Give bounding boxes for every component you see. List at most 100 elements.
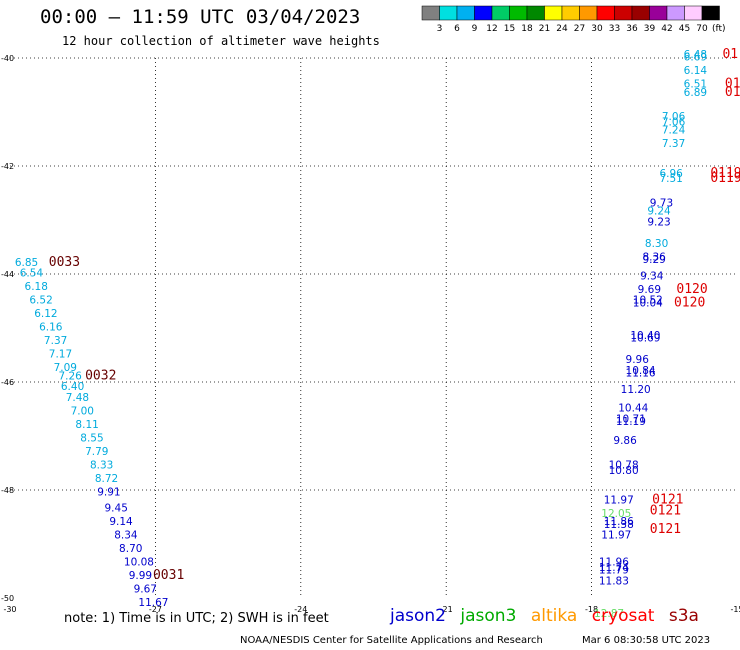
data-point-label: 10.84 (626, 365, 656, 377)
data-point-label: 7.00 (71, 405, 94, 417)
satellite-legend: jason2 jason3 altika cryosat s3a (390, 606, 708, 626)
data-point-label: 11.16 (626, 368, 656, 380)
data-point-label: 6.14 (684, 65, 708, 77)
data-point-label: 7.17 (49, 349, 72, 361)
data-point-label: 11.83 (599, 576, 629, 588)
time-annotation: 01 (722, 47, 738, 62)
data-point-label: 8.30 (645, 238, 668, 250)
data-point-label: 11.20 (621, 384, 651, 396)
y-tick-label: -50 (1, 594, 14, 603)
data-point-label: 6.69 (684, 52, 707, 64)
y-tick-label: -42 (1, 162, 14, 171)
units-note: note: 1) Time is in UTC; 2) SWH is in fe… (64, 611, 329, 626)
data-point-label: 7.26 (58, 370, 82, 382)
data-point-label: 9.23 (647, 216, 670, 228)
data-point-label: 9.34 (640, 270, 664, 282)
x-tick-label: -15 (730, 605, 740, 614)
data-point-label: 9.86 (613, 435, 637, 447)
time-annotation: 0031 (153, 568, 184, 583)
data-point-label: 9.91 (97, 486, 120, 498)
data-point-label: 7.51 (659, 173, 682, 185)
data-point-label: 11.79 (599, 565, 629, 577)
data-point-label: 7.06 (662, 117, 686, 129)
data-point-label: 10.52 (633, 295, 663, 307)
data-point-label: 8.34 (114, 530, 138, 542)
legend-altika: altika (530, 606, 578, 626)
data-point-label: 8.11 (75, 419, 98, 431)
data-point-label: 7.48 (66, 392, 89, 404)
data-point-label: 7.79 (85, 446, 108, 458)
data-point-label: 10.40 (630, 330, 660, 342)
legend-jason2: jason2 (390, 606, 446, 626)
data-point-label: 8.72 (95, 473, 118, 485)
data-point-label: 10.78 (609, 459, 639, 471)
time-annotation: 0033 (49, 255, 80, 270)
data-point-label: 11.97 (604, 495, 634, 507)
time-annotation: 01 (725, 85, 740, 100)
data-point-label: 6.16 (39, 322, 63, 334)
data-point-label: 9.96 (626, 354, 650, 366)
data-point-label: 10.44 (618, 403, 648, 415)
data-point-label: 6.96 (659, 168, 683, 180)
data-point-label: 7.24 (662, 125, 686, 137)
data-point-label: 6.54 (20, 268, 44, 280)
data-point-label: 8.70 (119, 543, 142, 555)
x-tick-label: -21 (440, 605, 453, 614)
data-point-label: 8.55 (80, 432, 103, 444)
data-point-label: 11.96 (599, 557, 629, 569)
data-point-label: 11.74 (599, 562, 629, 574)
data-point-label: 9.45 (105, 503, 128, 515)
chart-title: 00:00 – 11:59 UTC 03/04/2023 (40, 6, 361, 28)
data-point-label: 12.05 (601, 508, 631, 520)
data-point-label: 10.71 (616, 414, 646, 426)
y-tick-label: -46 (1, 378, 14, 387)
y-tick-label: -40 (1, 54, 14, 63)
legend-jason3: jason3 (460, 606, 517, 626)
time-annotation: 0120 (674, 295, 705, 310)
data-point-label: 7.09 (54, 362, 77, 374)
time-annotation: 0121 (650, 522, 681, 537)
x-tick-label: -27 (149, 605, 162, 614)
data-point-label: 10.80 (609, 465, 639, 477)
data-point-label: 6.48 (684, 49, 707, 61)
legend-s3a: s3a (668, 606, 699, 626)
y-tick-label: -48 (1, 486, 14, 495)
data-point-label: 8.36 (642, 252, 666, 264)
data-point-label: 8.33 (90, 459, 113, 471)
y-tick-label: -44 (1, 270, 14, 279)
data-point-label: 6.18 (25, 281, 48, 293)
x-tick-label: -24 (294, 605, 307, 614)
data-point-label: 6.89 (684, 87, 707, 99)
data-point-label: 9.67 (134, 584, 157, 596)
time-annotation: 0121 (652, 493, 683, 508)
data-point-label: 6.40 (61, 381, 84, 393)
data-point-label: 12.87 (594, 608, 624, 620)
data-point-label: 9.99 (129, 570, 152, 582)
data-point-label: 11.19 (616, 416, 646, 428)
data-point-label: 11.38 (604, 519, 634, 531)
data-point-label: 9.24 (647, 206, 671, 218)
data-point-label: 7.06 (662, 111, 686, 123)
x-tick-label: -30 (3, 605, 16, 614)
legend-cryosat: cryosat (591, 606, 655, 626)
data-point-label: 7.37 (662, 138, 685, 150)
data-point-label: 6.85 (15, 257, 38, 269)
data-point-label: 9.29 (642, 254, 665, 266)
time-annotation: 0120 (676, 282, 707, 297)
data-point-label: 7.37 (44, 335, 67, 347)
data-point-label: 6.51 (684, 79, 707, 91)
data-point-label: 9.69 (638, 284, 661, 296)
footer-timestamp: Mar 6 08:30:58 UTC 2023 (582, 635, 711, 646)
data-point-label: 11.67 (138, 597, 168, 609)
x-tick-label: -18 (585, 605, 598, 614)
time-annotation: 01 (725, 77, 740, 92)
data-point-label: 10.04 (633, 297, 663, 309)
data-point-label: 11.86 (604, 516, 634, 528)
footer-credit: NOAA/NESDIS Center for Satellite Applica… (240, 635, 543, 646)
data-point-label: 6.12 (34, 308, 57, 320)
data-point-label: 10.08 (124, 557, 154, 569)
data-point-label: 9.73 (650, 198, 673, 210)
data-point-label: 6.52 (29, 295, 52, 307)
data-point-label: 10.69 (630, 333, 660, 345)
